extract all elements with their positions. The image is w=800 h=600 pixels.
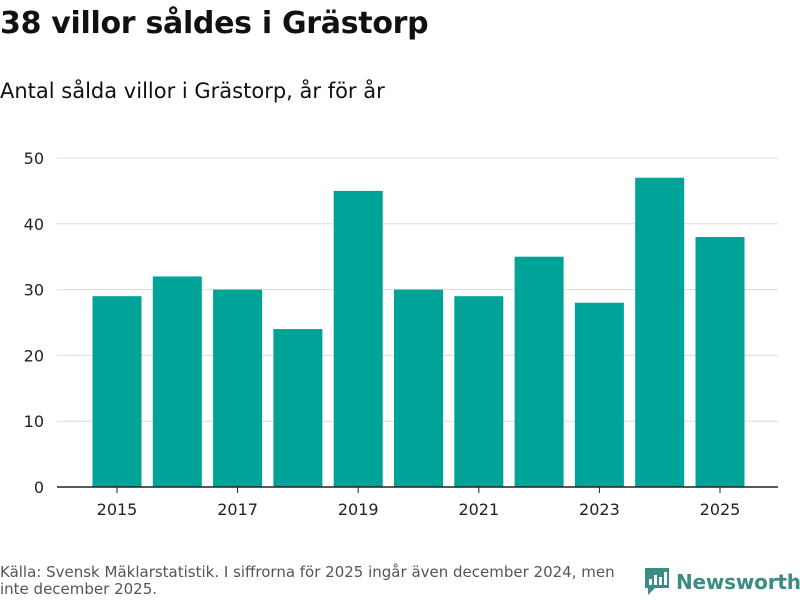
bar-2017 [213, 289, 263, 487]
bar-2018 [273, 329, 323, 487]
bar-2022 [514, 256, 564, 487]
bar-2024 [635, 177, 685, 488]
bar-2019 [333, 190, 383, 487]
y-tick-label: 10 [24, 412, 44, 431]
x-tick-label: 2015 [97, 500, 138, 519]
bars [92, 177, 745, 488]
y-tick-label: 30 [24, 281, 44, 300]
brand-name: Newsworthy [676, 570, 800, 594]
brand-logo: Newsworthy [644, 567, 800, 597]
y-tick-label: 40 [24, 215, 44, 234]
source-note: Källa: Svensk Mäklarstatistik. I siffror… [0, 563, 615, 598]
x-tick-label: 2025 [700, 500, 741, 519]
axes: 0 10 20 30 40 50 2015 2017 2019 2021 2023 2025 [24, 149, 778, 519]
y-tick-label: 20 [24, 346, 44, 365]
bar-2016 [152, 276, 202, 487]
x-tick-label: 2017 [217, 500, 258, 519]
bar-2020 [394, 289, 443, 487]
bar-2015 [92, 296, 142, 487]
chart-subtitle: Antal sålda villor i Grästorp, år för år [0, 79, 385, 103]
bar-2023 [574, 302, 624, 487]
x-tick-label: 2021 [458, 500, 499, 519]
chart-title: 38 villor såldes i Grästorp [0, 6, 429, 41]
bar-2021 [454, 296, 504, 487]
x-tick-label: 2023 [579, 500, 620, 519]
bar-2025 [695, 236, 745, 487]
x-tick-label: 2019 [338, 500, 379, 519]
bar-chart: 0 10 20 30 40 50 2015 2017 2019 2021 2023 2025 [24, 149, 778, 519]
bar-chart-logo-icon [645, 568, 669, 595]
y-tick-label: 50 [24, 149, 44, 168]
y-tick-label: 0 [34, 478, 44, 497]
